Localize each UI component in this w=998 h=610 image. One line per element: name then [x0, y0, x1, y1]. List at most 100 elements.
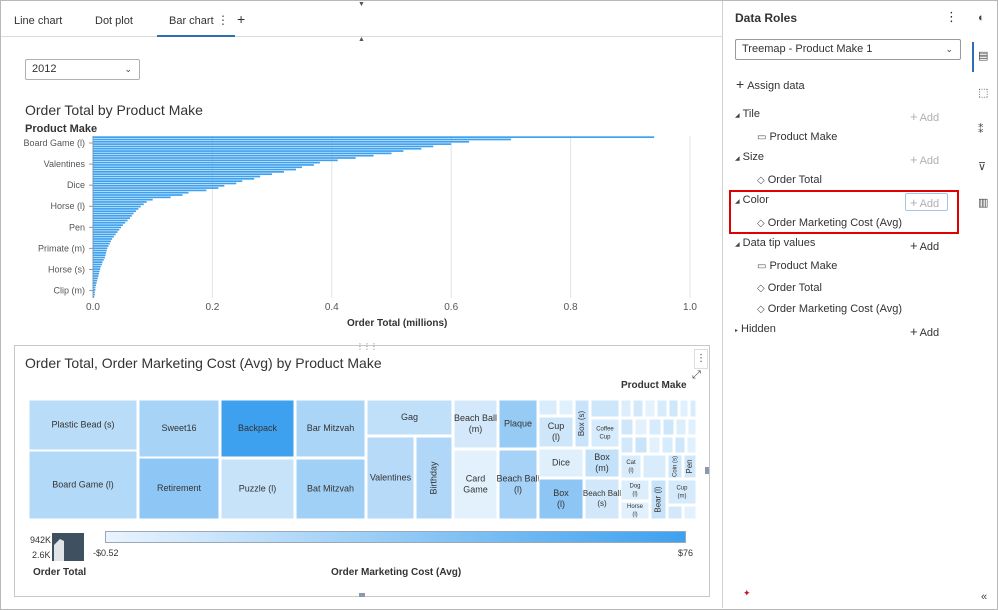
tile-add-button[interactable]: + Add	[910, 109, 939, 124]
expand-icon[interactable]: ⤢	[692, 369, 701, 381]
assign-data-button[interactable]: + Assign data	[736, 76, 805, 92]
object-select-value: Treemap - Product Make 1	[742, 43, 873, 55]
bar	[93, 173, 273, 176]
rules-icon[interactable]: ⁑	[978, 124, 984, 136]
paint-palette-icon[interactable]: ◐	[978, 12, 985, 24]
bar	[93, 219, 128, 222]
size-legend-min: 2.6K	[32, 550, 51, 560]
role-hidden[interactable]: ▸ Hidden	[735, 323, 776, 335]
role-item-order-marketing-cost[interactable]: ◇ Order Marketing Cost (Avg)	[757, 217, 902, 229]
role-tile[interactable]: ◢ Tile	[735, 108, 760, 120]
role-color[interactable]: ◢ Color	[735, 194, 769, 206]
plus-icon: +	[910, 195, 918, 210]
bar-chart[interactable]: 0.0 0.2 0.4 0.6 0.8 1.0 Board Game (l) Valentin…	[0, 130, 720, 320]
bar	[93, 159, 338, 162]
bar	[93, 242, 110, 245]
more-vertical-icon[interactable]: ⋮	[945, 9, 958, 24]
bar	[93, 291, 95, 294]
role-item-order-marketing-cost[interactable]: ◇ Order Marketing Cost (Avg)	[757, 303, 902, 315]
more-vertical-icon[interactable]: ⋮	[217, 13, 229, 27]
color-legend-label: Order Marketing Cost (Avg)	[331, 567, 462, 578]
bar	[93, 277, 98, 280]
bar	[93, 171, 285, 173]
data-tip-add-button[interactable]: + Add	[910, 238, 939, 253]
collapse-top-icon[interactable]: ▼	[358, 1, 365, 8]
x-tick-label: 0.2	[205, 302, 219, 313]
actions-icon[interactable]: ⬚	[978, 87, 989, 99]
color-legend-max: $76	[678, 548, 694, 558]
add-label: Add	[919, 155, 940, 167]
bar-chart-x-label: Order Total (millions)	[347, 318, 448, 329]
x-tick-label: 0.4	[325, 302, 339, 313]
bar	[93, 252, 107, 254]
role-item-order-total[interactable]: ◇ Order Total	[757, 282, 822, 294]
role-color-label: Color	[742, 194, 769, 206]
y-tick-label: Horse (s)	[48, 264, 85, 274]
role-data-tip-label: Data tip values	[742, 237, 816, 249]
ranks-icon[interactable]: ▥	[978, 197, 989, 209]
tab-line-chart[interactable]: Line chart	[14, 15, 63, 27]
bar	[93, 154, 374, 157]
x-tick-label: 0.8	[564, 302, 578, 313]
y-tick-label: Board Game (l)	[23, 138, 85, 148]
add-tab-button[interactable]: +	[237, 11, 246, 27]
data-roles-pane	[722, 1, 973, 608]
color-add-button[interactable]: + Add	[910, 195, 939, 210]
plus-icon: +	[910, 152, 918, 167]
role-item-order-total[interactable]: ◇ Order Total	[757, 174, 822, 186]
role-size[interactable]: ◢ Size	[735, 151, 764, 163]
color-add-focus-ring	[905, 193, 948, 211]
measure-icon: ◇	[757, 175, 765, 186]
bar	[93, 245, 109, 247]
size-add-button[interactable]: + Add	[910, 152, 939, 167]
role-item-product-make[interactable]: ▭ Product Make	[757, 260, 837, 272]
bar	[93, 221, 126, 224]
add-label: Add	[919, 112, 940, 124]
bar	[93, 214, 132, 217]
role-item-label: Order Total	[767, 174, 822, 186]
tab-dot-plot[interactable]: Dot plot	[95, 15, 133, 27]
resize-handle-bottom[interactable]	[359, 593, 365, 597]
bar	[93, 228, 120, 231]
bar	[93, 205, 141, 208]
role-item-label: Product Make	[769, 260, 838, 272]
data-roles-title: Data Roles	[735, 11, 798, 25]
object-select[interactable]: Treemap - Product Make 1 ⌄	[735, 39, 961, 60]
category-icon: ▭	[757, 132, 767, 143]
role-item-product-make[interactable]: ▭ Product Make	[757, 131, 837, 143]
bar	[93, 217, 131, 220]
role-item-label: Order Total	[767, 282, 822, 294]
role-item-label: Order Marketing Cost (Avg)	[767, 303, 902, 315]
y-tick-label: Valentines	[44, 159, 86, 169]
bar	[93, 231, 118, 233]
chevron-down-icon: ⌄	[124, 64, 132, 74]
bar	[93, 286, 96, 289]
add-label: Add	[919, 327, 940, 339]
bar	[93, 198, 153, 201]
tab-bar-chart[interactable]: Bar chart	[157, 1, 235, 37]
resize-handle-top[interactable]: ⋮⋮⋮	[356, 342, 378, 351]
bar	[93, 201, 147, 203]
bar	[93, 196, 171, 199]
treemap-legend-title: Product Make	[621, 380, 687, 391]
hidden-add-button[interactable]: + Add	[910, 324, 939, 339]
bar	[93, 256, 105, 259]
color-gradient-legend	[105, 531, 686, 543]
more-vertical-icon[interactable]: ⋮	[694, 349, 708, 369]
collapse-pane-icon[interactable]: «	[981, 591, 988, 603]
year-dropdown[interactable]: 2012 ⌄	[25, 59, 140, 80]
pin-icon[interactable]: ✦	[743, 588, 751, 598]
collapse-up-icon[interactable]: ▲	[358, 36, 365, 43]
bar	[93, 166, 302, 169]
bar	[93, 268, 101, 270]
bar	[93, 208, 139, 210]
right-icon-rail	[973, 1, 997, 608]
bar	[93, 143, 452, 145]
resize-handle-right[interactable]	[705, 467, 709, 474]
bar	[93, 138, 511, 141]
assign-data-label: Assign data	[747, 80, 805, 92]
treemap-panel[interactable]	[14, 345, 710, 597]
role-data-tip-values[interactable]: ◢ Data tip values	[735, 237, 815, 249]
data-roles-icon[interactable]: ▤	[978, 50, 989, 62]
filter-icon[interactable]: ⊽	[978, 161, 987, 173]
